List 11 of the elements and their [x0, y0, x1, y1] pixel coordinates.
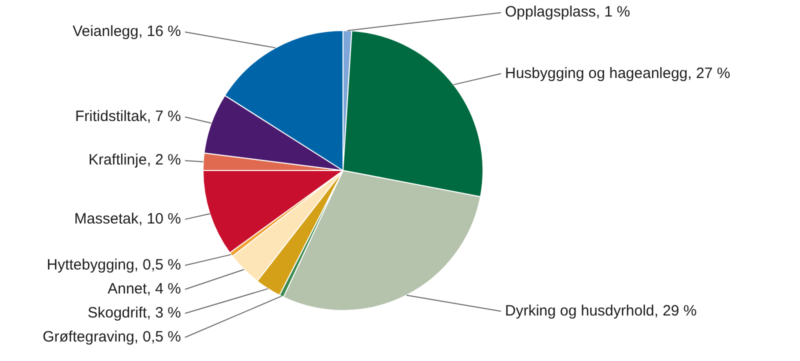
slice-label: Fritidstiltak, 7 % — [75, 108, 181, 126]
slice-label: Grøftegraving, 0,5 % — [42, 328, 181, 346]
slice-label: Husbygging og hageanlegg, 27 % — [505, 64, 730, 82]
slice-label: Massetak, 10 % — [74, 210, 181, 228]
slice-label: Kraftlinje, 2 % — [88, 152, 181, 169]
slice-label: Opplagsplass, 1 % — [505, 4, 630, 21]
slice-label: Hyttebygging, 0,5 % — [46, 256, 181, 274]
slice-label: Dyrking og husdyrhold, 29 % — [505, 302, 697, 320]
slice-label: Veianlegg, 16 % — [72, 23, 181, 40]
slice-label: Skogdrift, 3 % — [88, 304, 181, 322]
slice-label: Annet, 4 % — [108, 280, 181, 298]
